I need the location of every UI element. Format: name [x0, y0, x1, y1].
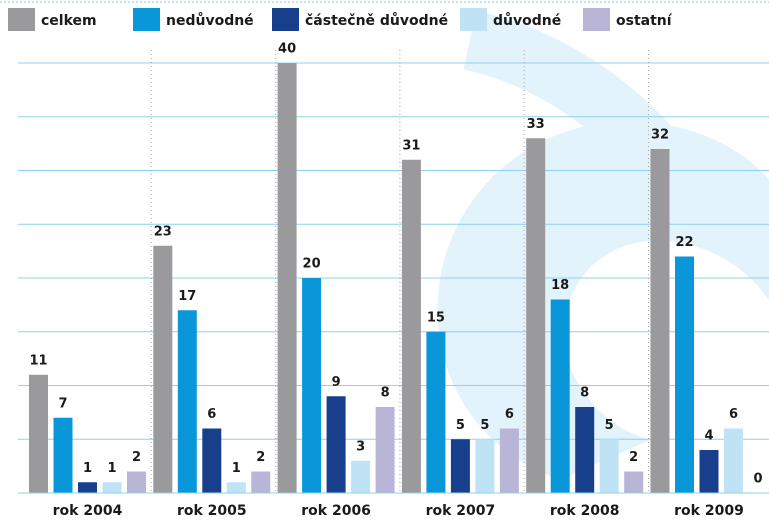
value-label: 22: [675, 235, 693, 250]
value-label: 15: [427, 310, 445, 325]
value-label: 8: [580, 386, 589, 401]
legend-label: celkem: [41, 13, 97, 29]
value-label: 4: [704, 429, 713, 444]
bar: [178, 310, 197, 493]
legend-label: nedůvodné: [166, 12, 254, 29]
value-label: 32: [651, 128, 669, 143]
legend-swatch: [133, 8, 160, 31]
bar: [153, 246, 172, 493]
chart: celkem nedůvodné částečně důvodné důvodné os…: [0, 0, 769, 521]
value-label: 18: [551, 278, 569, 293]
value-label: 40: [278, 42, 296, 57]
bar: [475, 439, 494, 493]
x-tick-label: rok 2004: [53, 503, 123, 519]
value-label: 11: [29, 353, 47, 368]
value-label: 6: [729, 407, 738, 422]
x-tick-label: rok 2009: [674, 503, 744, 519]
bar: [302, 278, 321, 493]
bar: [700, 450, 719, 493]
bar: [227, 482, 246, 493]
value-label: 2: [132, 450, 141, 465]
value-label: 9: [332, 375, 341, 390]
value-label: 5: [480, 418, 489, 433]
legend-label: důvodné: [493, 12, 561, 29]
bar: [351, 461, 370, 493]
bar: [376, 407, 395, 493]
bar: [327, 396, 346, 493]
value-label: 33: [527, 117, 545, 132]
value-label: 20: [303, 257, 321, 272]
value-label: 8: [381, 386, 390, 401]
value-label: 3: [356, 439, 365, 454]
legend: celkem nedůvodné částečně důvodné důvodné os…: [8, 8, 673, 31]
bar: [724, 429, 743, 494]
value-label: 0: [753, 472, 762, 487]
bar: [575, 407, 594, 493]
x-tick-label: rok 2006: [301, 503, 371, 519]
value-label: 1: [107, 461, 116, 476]
bar: [29, 375, 48, 493]
bar: [500, 429, 519, 494]
value-label: 17: [178, 289, 196, 304]
bar: [526, 138, 545, 493]
x-tick-label: rok 2008: [550, 503, 620, 519]
bar: [551, 300, 570, 494]
legend-swatch: [460, 8, 487, 31]
value-label: 1: [83, 461, 92, 476]
value-label: 1: [232, 461, 241, 476]
bar: [651, 149, 670, 493]
bar: [600, 439, 619, 493]
value-label: 31: [402, 138, 420, 153]
value-label: 6: [207, 407, 216, 422]
bar: [402, 160, 421, 493]
bar: [103, 482, 122, 493]
bar: [675, 257, 694, 494]
bar: [202, 429, 221, 494]
bar: [278, 63, 297, 493]
value-label: 2: [256, 450, 265, 465]
legend-swatch: [272, 8, 299, 31]
value-label: 2: [629, 450, 638, 465]
bar: [451, 439, 470, 493]
value-label: 7: [58, 396, 67, 411]
bar: [624, 472, 643, 494]
value-label: 5: [456, 418, 465, 433]
bar: [127, 472, 146, 494]
bar: [426, 332, 445, 493]
legend-swatch: [583, 8, 610, 31]
bar: [78, 482, 97, 493]
value-label: 23: [154, 224, 172, 239]
bar: [251, 472, 270, 494]
x-tick-label: rok 2007: [426, 503, 496, 519]
legend-swatch: [8, 8, 35, 31]
legend-label: částečně důvodné: [305, 12, 448, 29]
value-label: 5: [605, 418, 614, 433]
legend-label: ostatní: [616, 13, 673, 29]
value-label: 6: [505, 407, 514, 422]
bar: [54, 418, 73, 493]
x-tick-label: rok 2005: [177, 503, 247, 519]
